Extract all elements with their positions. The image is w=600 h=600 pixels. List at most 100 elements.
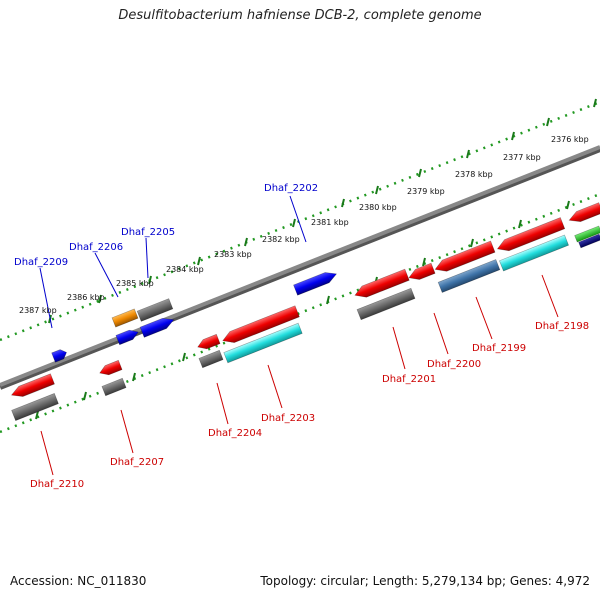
gene-label-forward: Dhaf_2205 — [121, 227, 175, 238]
leader-dhaf-2206 — [94, 252, 119, 298]
gene-green-far-right-shape — [574, 225, 600, 243]
gene-dhaf-2201-upper-shape — [354, 268, 410, 298]
gene-dhaf-2207-lower-shape — [101, 377, 127, 397]
text-labels: 2376 kbp 2377 kbp 2378 kbp 2379 kbp 2380 kbp… — [14, 135, 589, 490]
ruler-label: 2379 kbp — [407, 187, 445, 196]
gene-dhaf-2201-upper — [354, 268, 410, 298]
gene-label-forward: Dhaf_2206 — [69, 242, 123, 253]
gene-dhaf-2199-lower-shape — [437, 259, 501, 293]
ruler-label: 2377 kbp — [503, 153, 541, 162]
gene-dhaf-2210-upper-shape — [10, 373, 55, 397]
gene-gray-2205-top-shape — [136, 298, 174, 322]
ruler-label: 2376 kbp — [551, 135, 589, 144]
gene-navy-far-right — [578, 233, 600, 249]
gene-dhaf-2198-upper — [496, 217, 566, 252]
gene-gray-2205-top — [136, 298, 174, 322]
leader-dhaf-2198 — [541, 274, 559, 318]
ruler-tick — [566, 200, 570, 210]
ruler-label: 2387 kbp — [19, 306, 57, 315]
gene-dhaf-2209 — [51, 349, 67, 363]
gene-dhaf-2198-lower-shape — [499, 234, 569, 272]
gene-dhaf-2205-shape — [139, 318, 175, 338]
ruler-tick — [292, 218, 296, 228]
gene-dhaf-2203-lower — [223, 322, 303, 364]
gene-dhaf-2206-shape — [115, 329, 139, 346]
leader-dhaf-2205 — [145, 237, 149, 279]
ruler-label: 2385 kbp — [116, 279, 154, 288]
genome-summary-text: Topology: circular; Length: 5,279,134 bp… — [260, 574, 590, 588]
ruler-label: 2380 kbp — [359, 203, 397, 212]
gene-dhaf-2207-upper — [99, 359, 123, 376]
ruler-tick — [375, 185, 379, 195]
gene-dhaf-2204-lower-shape — [198, 349, 224, 369]
gene-dhaf-2199-upper-shape — [434, 240, 496, 272]
ruler-label: 2381 kbp — [311, 218, 349, 227]
gene-dhaf-2204-lower — [198, 349, 224, 369]
ruler-tick — [244, 237, 248, 247]
gene-dhaf-2205 — [139, 318, 175, 338]
ruler-label: 2386 kbp — [67, 293, 105, 302]
gene-label-forward: Dhaf_2202 — [264, 183, 318, 194]
gene-dhaf-2203-lower-shape — [223, 322, 303, 364]
ruler-tick — [182, 352, 186, 362]
ruler-line-lower — [0, 192, 600, 434]
ruler-tick — [470, 238, 474, 248]
leader-dhaf-2200 — [433, 312, 449, 355]
leader-dhaf-2202 — [289, 195, 307, 243]
leader-dhaf-2209 — [39, 267, 53, 329]
leader-dhaf-2204 — [216, 382, 229, 425]
ruler-tick — [98, 294, 102, 304]
ruler-tick — [546, 117, 550, 127]
ruler-tick — [148, 275, 152, 285]
map-title: Desulfitobacterium hafniense DCB-2, comp… — [118, 8, 482, 23]
ruler-tick — [197, 256, 201, 266]
gene-dhaf-2204-upper — [197, 333, 221, 350]
gene-dhaf-2198-upper-shape — [496, 217, 566, 252]
gene-dhaf-2200 — [408, 262, 436, 280]
accession-text: Accession: NC_011830 — [10, 574, 147, 588]
leader-dhaf-2210 — [40, 430, 54, 476]
gene-dhaf-2202-shape — [293, 272, 338, 296]
gene-label-reverse: Dhaf_2200 — [427, 359, 481, 370]
ruler-tick — [418, 168, 422, 178]
leader-dhaf-2203 — [267, 364, 283, 409]
gene-dhaf-2201-lower — [356, 287, 416, 321]
leader-dhaf-2207 — [120, 409, 134, 454]
gene-dhaf-2206 — [115, 329, 139, 346]
ruler-tick — [83, 391, 87, 401]
ruler-tick — [511, 131, 515, 141]
gene-dhaf-2206-orange-shape — [111, 308, 139, 328]
gene-label-reverse: Dhaf_2201 — [382, 374, 436, 385]
gene-dhaf-2200-shape — [408, 262, 436, 280]
ruler-tick — [518, 219, 522, 229]
ruler-tick — [35, 410, 39, 420]
gene-dhaf-2202 — [293, 272, 338, 296]
backbone-line — [0, 145, 600, 387]
leader-dhaf-2201 — [392, 326, 406, 370]
gene-dhaf-2207-lower — [101, 377, 127, 397]
gene-label-reverse: Dhaf_2203 — [261, 413, 315, 424]
ruler-label: 2382 kbp — [262, 235, 300, 244]
gene-dhaf-2203-upper — [222, 305, 300, 343]
gene-dhaf-2203-upper-shape — [222, 305, 300, 343]
genome-backbone — [0, 145, 600, 390]
gene-dhaf-2210-lower-shape — [11, 393, 59, 421]
ruler-tick — [341, 198, 345, 208]
ruler-label: 2383 kbp — [214, 250, 252, 259]
gene-dhaf-2204-upper-shape — [197, 333, 221, 350]
gene-dhaf-2198-lower — [499, 234, 569, 272]
gene-label-reverse: Dhaf_2210 — [30, 479, 84, 490]
gene-dhaf-2210-upper — [10, 373, 55, 397]
gene-green-far-right — [574, 225, 600, 243]
gene-dhaf-2199-lower — [437, 259, 501, 293]
gene-label-reverse: Dhaf_2198 — [535, 321, 589, 332]
gene-navy-far-right-shape — [578, 233, 600, 249]
gene-label-forward: Dhaf_2209 — [14, 257, 68, 268]
label-leader-lines — [39, 195, 559, 476]
ruler-tick — [326, 295, 330, 305]
gene-dhaf-2209-shape — [51, 349, 67, 363]
gene-dhaf-2210-lower — [11, 393, 59, 421]
gene-dhaf-2207-upper-shape — [99, 359, 123, 376]
ruler-tick — [422, 257, 426, 267]
gene-label-reverse: Dhaf_2199 — [472, 343, 526, 354]
